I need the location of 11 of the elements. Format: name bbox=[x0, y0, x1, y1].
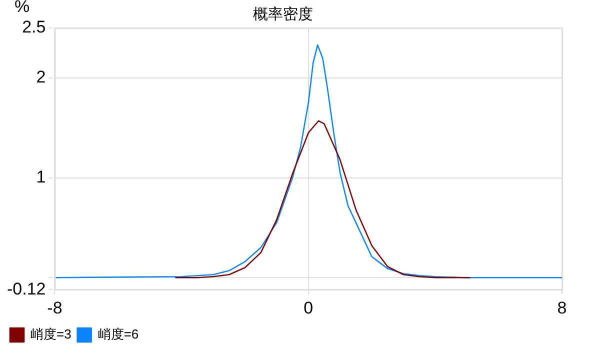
x-tick-label: -8 bbox=[47, 298, 62, 318]
chart-title: 概率密度 bbox=[253, 6, 313, 24]
x-tick-label: 8 bbox=[557, 298, 567, 318]
x-tick-label: 0 bbox=[304, 298, 314, 318]
y-tick-label: 1 bbox=[36, 167, 46, 186]
y-tick-label: 2.5 bbox=[22, 18, 46, 37]
legend-label: 峭度=6 bbox=[98, 326, 139, 342]
legend-label: 峭度=3 bbox=[30, 326, 72, 342]
y-tick-label: 2 bbox=[36, 68, 46, 87]
y-tick-label: -0.12 bbox=[7, 279, 46, 298]
y-axis-title: % bbox=[14, 0, 30, 16]
